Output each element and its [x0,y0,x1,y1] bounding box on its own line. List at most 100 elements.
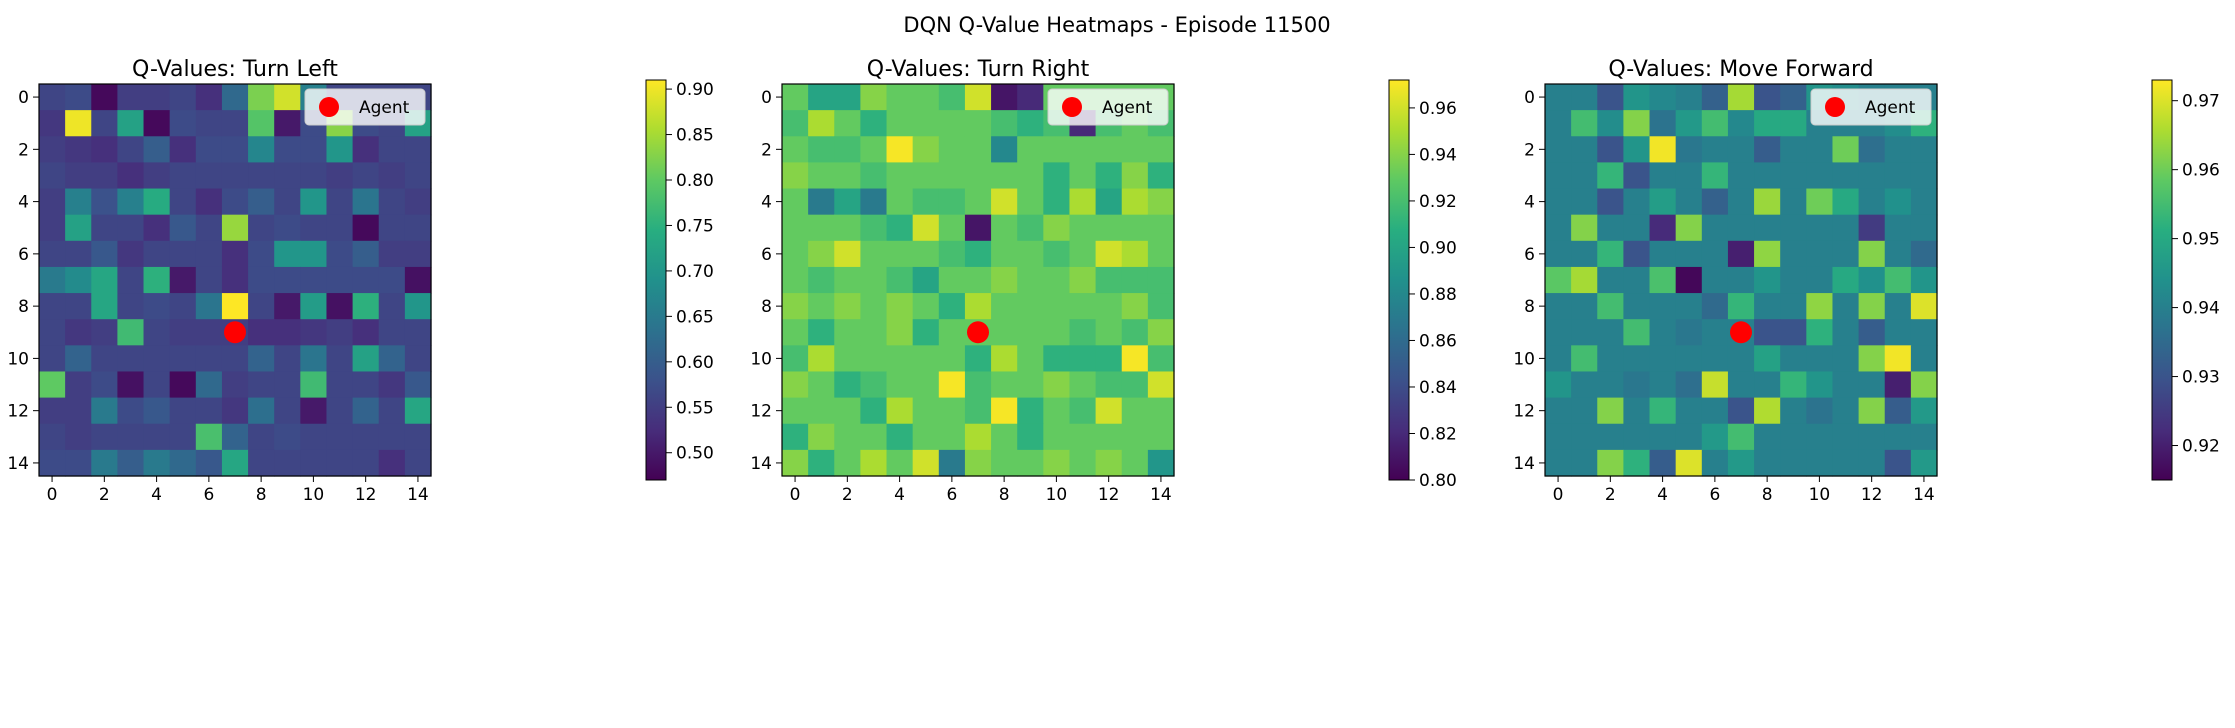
heatmap-cell [1623,423,1651,451]
heatmap-cell [1069,345,1097,373]
heatmap-cell [1858,397,1886,425]
heatmap-cell [1069,162,1097,190]
heatmap-cell [248,423,275,451]
heatmap-cell [274,110,301,137]
heatmap-cell [248,136,275,163]
heatmap-cell [65,371,92,399]
heatmap-cell [1147,319,1175,346]
heatmap-cell [1597,110,1624,137]
heatmap-cell [1017,423,1044,451]
legend-label: Agent [1102,98,1153,118]
heatmap-cell [1727,423,1755,451]
heatmap-cell [117,136,145,163]
heatmap-cell [221,345,249,373]
heatmap-cell [39,110,66,137]
heatmap-cell [1095,188,1123,216]
heatmap-cell [860,266,888,294]
heatmap-cell [912,449,940,477]
x-tick-label: 6 [946,485,957,505]
heatmap-cell [91,214,118,242]
heatmap-cell [1701,266,1729,294]
heatmap-cell [1095,162,1123,190]
heatmap-cell [1858,214,1886,242]
heatmap-cell [1121,266,1149,294]
heatmap-cell [860,240,888,268]
heatmap-cell [65,110,92,137]
heatmap-cell [169,110,197,137]
heatmap-cell [991,136,1018,163]
heatmap-cell [964,345,992,373]
legend-agent-marker [319,97,339,117]
heatmap-cell [1701,214,1729,242]
heatmap-cell [117,162,145,190]
heatmap-cell [1571,423,1598,451]
heatmap-cell [169,319,197,346]
colorbar-tick-label: 0.92 [2182,437,2220,457]
heatmap-cell [1701,397,1729,425]
heatmap-cell [1017,136,1044,163]
heatmap-cell [404,293,432,320]
heatmap-panel-1: Q-Values: Turn Left 0 2 4 6 8 10 12 14 0 2 4 6 8 10 12 1… [7,57,714,505]
heatmap-cell [1623,345,1651,373]
heatmap-cell [938,266,966,294]
heatmap-cell [1675,371,1703,399]
heatmap-cell [1095,449,1123,477]
heatmap-cell [834,188,861,216]
x-tick-label: 12 [355,485,377,505]
heatmap-cell [964,110,992,137]
heatmap-cell [938,240,966,268]
heatmap-cell [1623,319,1651,346]
heatmap-cell [378,319,406,346]
heatmap-cell [274,397,301,425]
heatmap-cell [326,136,354,163]
heatmap-cell [964,423,992,451]
heatmap-cell [1017,162,1044,190]
heatmap-cell [143,345,171,373]
heatmap-cell [326,266,354,294]
heatmap-cell [1701,423,1729,451]
heatmap-cell [1858,293,1886,320]
heatmap-cell [326,214,354,242]
heatmap-cell [1623,449,1651,477]
heatmap-cell [938,319,966,346]
heatmap-cell [991,240,1018,268]
x-tick-label: 6 [203,485,214,505]
heatmap-cell [834,371,861,399]
heatmap-cell [300,423,328,451]
heatmap-cell [1043,423,1071,451]
heatmap-cell [1597,136,1624,163]
heatmap-cell [1780,240,1807,268]
heatmap-cell [991,397,1018,425]
heatmap-cell [326,423,354,451]
heatmap-cell [1069,319,1097,346]
heatmap-cell [1147,449,1175,477]
heatmap-cell [991,214,1018,242]
heatmap-cell [1910,319,1938,346]
heatmap-cell [964,84,992,111]
heatmap-cell [117,214,145,242]
heatmap-cell [1069,214,1097,242]
heatmap-cell [65,136,92,163]
heatmap-cell [143,293,171,320]
heatmap-cell [404,319,432,346]
heatmap-cell [195,136,223,163]
heatmap-cell [991,449,1018,477]
heatmap-cell [886,136,914,163]
colorbar-tick-label: 0.60 [676,353,714,373]
colorbar-tick-label: 0.55 [676,398,714,418]
heatmap-cell [117,84,145,111]
colorbar-tick-label: 0.82 [1419,424,1457,444]
heatmap-cell [274,266,301,294]
heatmap-cell [1701,188,1729,216]
heatmap-cell [221,371,249,399]
heatmap-cell [404,162,432,190]
x-tick-label: 0 [1553,485,1564,505]
heatmap-cell [404,345,432,373]
heatmap-cell [1910,214,1938,242]
heatmap-cell [1597,371,1624,399]
heatmap-cell [808,162,835,190]
heatmap-cell [1806,266,1834,294]
heatmap-cell [1571,84,1598,111]
heatmap-cell [404,371,432,399]
heatmap-cell [1121,423,1149,451]
